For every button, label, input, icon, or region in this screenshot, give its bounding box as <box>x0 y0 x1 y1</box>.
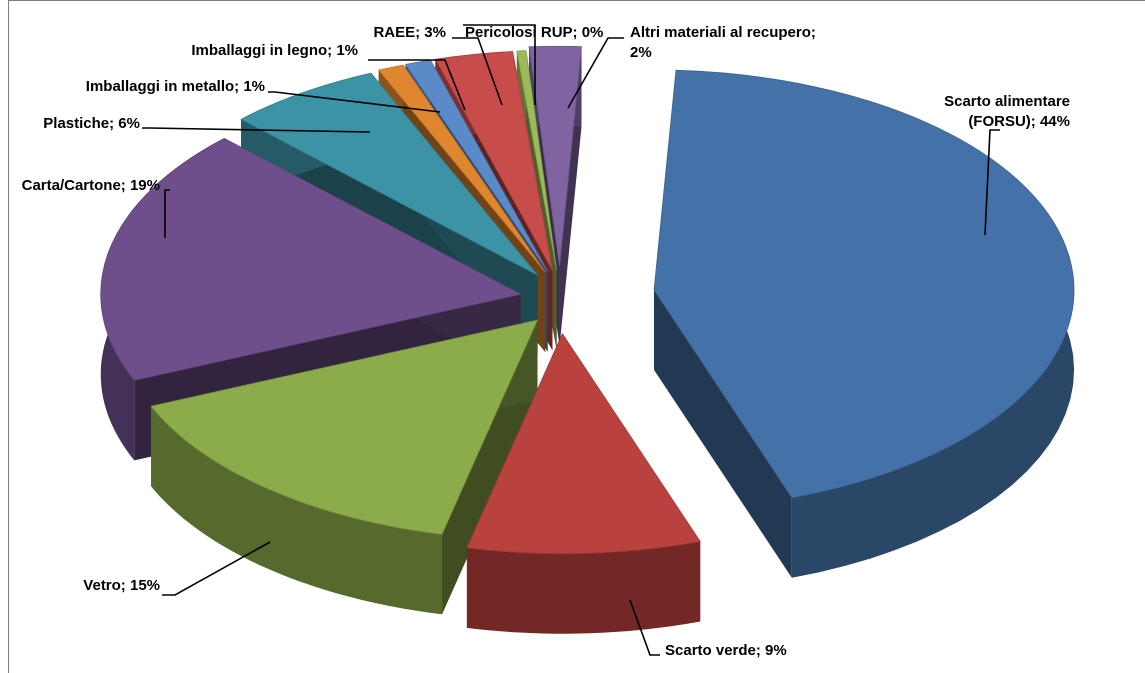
data-label: Imballaggi in legno; 1% <box>191 42 358 59</box>
slice-rim <box>466 541 701 634</box>
data-label: Plastiche; 6% <box>43 115 140 132</box>
data-label: Imballaggi in metallo; 1% <box>86 78 265 95</box>
leader-line <box>368 59 466 111</box>
leader-line <box>268 91 441 113</box>
leader-line <box>567 37 624 109</box>
data-label: (FORSU); 44% <box>968 113 1070 130</box>
data-label: Scarto verde; 9% <box>665 642 787 659</box>
slice-top <box>150 319 539 535</box>
slice-top <box>466 332 701 555</box>
leader-line <box>629 599 660 656</box>
data-label: Altri materiali al recupero; <box>630 24 816 41</box>
leader-line <box>162 541 271 596</box>
data-label: RAEE; 3% <box>373 24 446 41</box>
data-label: Vetro; 15% <box>83 577 160 594</box>
slice-top <box>377 64 546 273</box>
data-label: Carta/Cartone; 19% <box>22 177 160 194</box>
leader-line <box>164 189 170 238</box>
data-label: Pericolosi RUP; 0% <box>465 24 603 41</box>
slice-top <box>100 137 522 381</box>
pie-slice-scarto-alimentare-forsu <box>653 69 1075 578</box>
slice-rim <box>151 406 442 615</box>
data-label: 2% <box>630 44 652 61</box>
pie-slice-vetro <box>150 319 539 615</box>
leader-line <box>142 127 371 133</box>
leader-line <box>452 37 503 106</box>
slice-side-wall <box>654 289 792 578</box>
slice-top <box>240 72 538 276</box>
leader-line <box>984 129 1000 236</box>
data-label: Scarto alimentare <box>944 93 1070 110</box>
slice-top <box>516 50 558 271</box>
leader-line <box>463 24 536 105</box>
slice-top <box>653 69 1075 499</box>
pie-slice-scarto-verde <box>466 332 701 634</box>
slice-top <box>528 45 582 267</box>
